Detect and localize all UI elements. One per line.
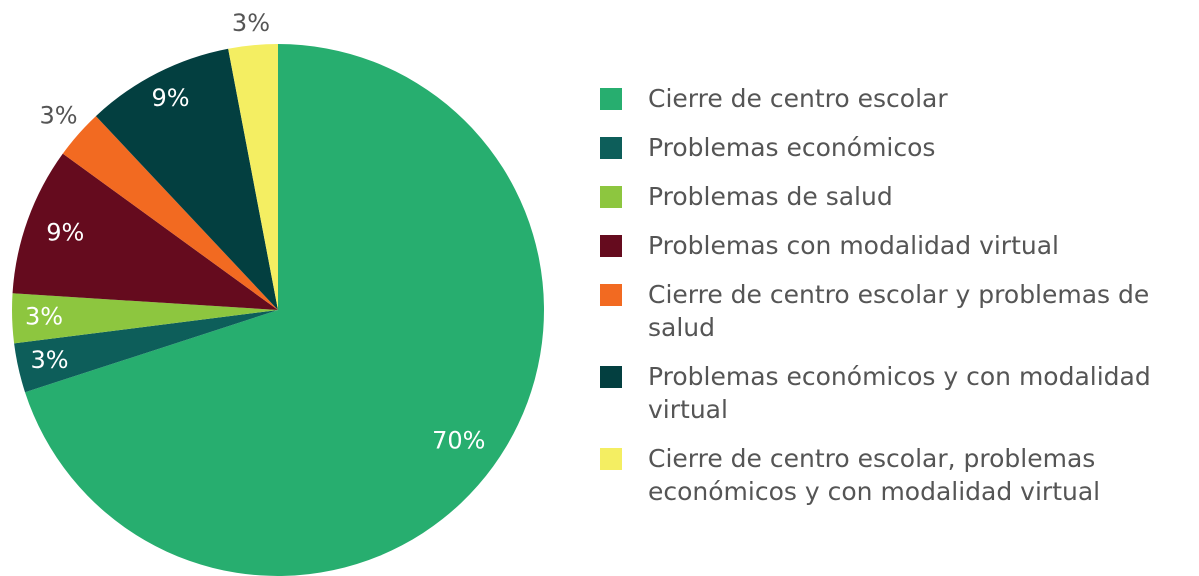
slice: [12, 153, 278, 310]
legend-swatch: [600, 88, 622, 110]
pie: 70% 3% 3% 9% 3% 9% 3%: [12, 9, 544, 576]
legend-item: Problemas de salud: [600, 180, 1190, 213]
legend-label: Problemas económicos: [648, 133, 936, 162]
legend-label: Problemas económicos y con modalidad vir…: [648, 362, 1151, 424]
legend-item: Cierre de centro escolar y problemas de …: [600, 278, 1190, 344]
slice: [62, 116, 278, 310]
legend-label: Cierre de centro escolar: [648, 84, 948, 113]
legend-swatch: [600, 137, 622, 159]
legend-label: Problemas con modalidad virtual: [648, 231, 1059, 260]
legend-item: Cierre de centro escolar: [600, 82, 1190, 115]
legend-label: Problemas de salud: [648, 182, 893, 211]
slice: [12, 293, 279, 344]
legend-swatch: [600, 366, 622, 388]
slice: [228, 44, 278, 310]
legend-item: Problemas económicos: [600, 131, 1190, 164]
legend: Cierre de centro escolar Problemas económ…: [600, 82, 1190, 524]
legend-item: Cierre de centro escolar, problemas econ…: [600, 442, 1190, 508]
legend-label: Cierre de centro escolar, problemas econ…: [648, 444, 1101, 506]
legend-swatch: [600, 235, 622, 257]
data-label: 3%: [25, 302, 63, 330]
data-label: 70%: [432, 426, 485, 454]
slice: [25, 44, 544, 576]
slice: [95, 48, 279, 311]
legend-swatch: [600, 186, 622, 208]
legend-item: Problemas económicos y con modalidad vir…: [600, 360, 1190, 426]
legend-label: Cierre de centro escolar y problemas de …: [648, 280, 1150, 342]
legend-swatch: [600, 284, 622, 306]
data-label: 3%: [31, 346, 69, 374]
data-label: 9%: [46, 218, 84, 246]
legend-swatch: [600, 448, 622, 470]
slice: [14, 310, 278, 393]
data-label: 3%: [232, 9, 270, 37]
data-label: 9%: [151, 84, 189, 112]
legend-item: Problemas con modalidad virtual: [600, 229, 1190, 262]
data-label: 3%: [39, 102, 77, 130]
